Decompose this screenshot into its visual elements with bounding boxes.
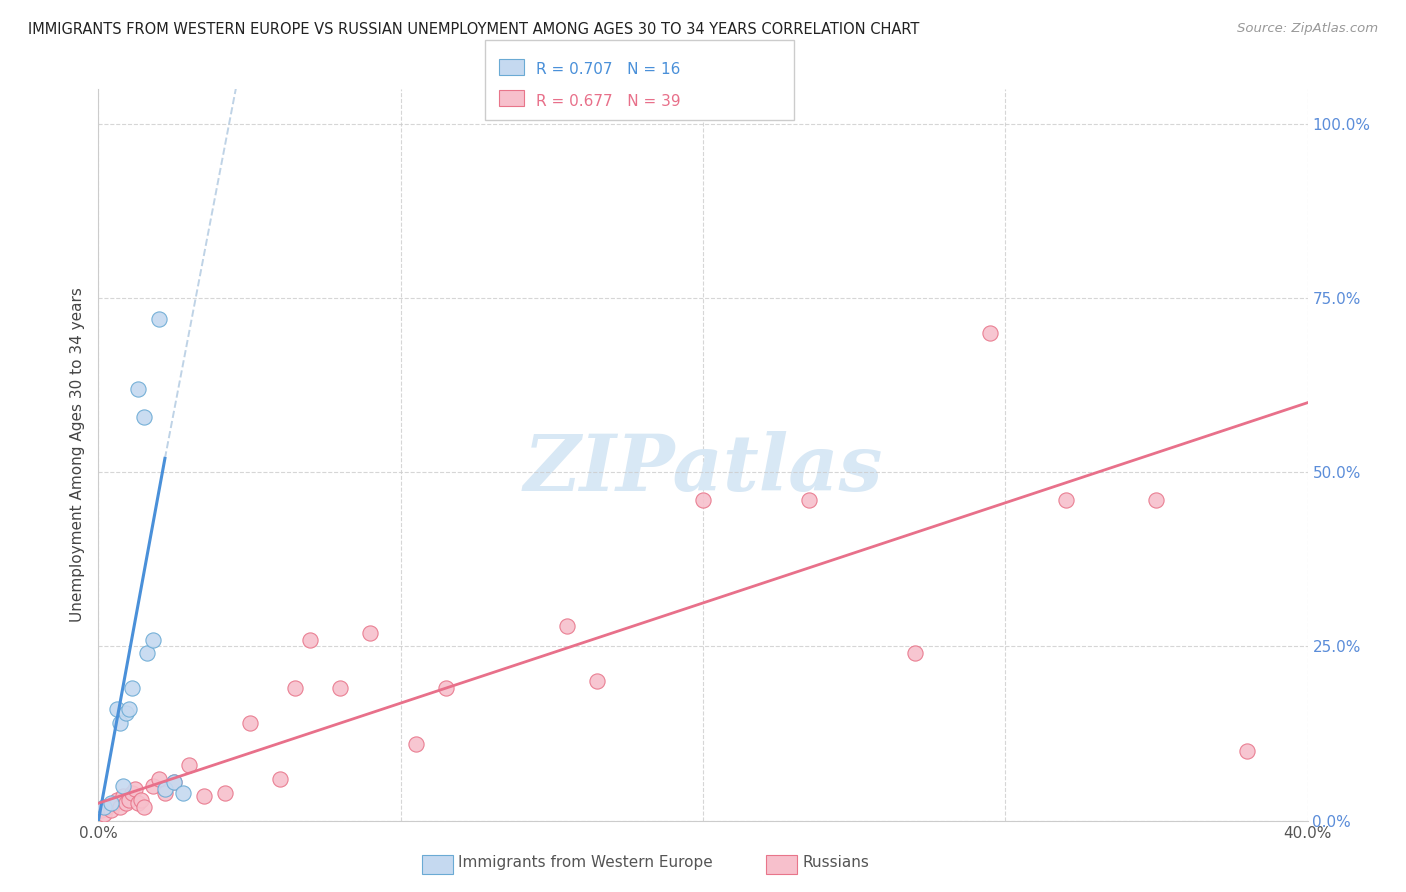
Point (93, 799, 115, 814)
Text: ZIPatlas: ZIPatlas (523, 432, 883, 508)
Point (132, 799, 155, 814)
Point (121, 786, 143, 800)
Point (129, 793, 152, 807)
Point (108, 799, 131, 814)
Text: Immigrants from Western Europe: Immigrants from Western Europe (458, 855, 713, 870)
Point (135, 647, 157, 661)
Point (100, 796, 122, 810)
Point (118, 702, 141, 716)
Point (979, 326, 1001, 340)
Point (153, 786, 176, 800)
Point (114, 706, 136, 720)
Point (284, 681, 307, 696)
Point (179, 758, 201, 772)
Point (124, 782, 146, 797)
Point (1236, 744, 1258, 758)
Text: Russians: Russians (803, 855, 870, 870)
Point (329, 681, 352, 696)
Text: Source: ZipAtlas.com: Source: ZipAtlas.com (1237, 22, 1378, 36)
Point (132, 409, 155, 424)
Point (105, 702, 128, 716)
Point (103, 796, 125, 810)
Point (153, 782, 176, 797)
Point (692, 493, 714, 508)
Point (96, 799, 118, 814)
Point (118, 793, 141, 807)
Point (163, 775, 186, 789)
Point (434, 681, 457, 696)
Point (114, 796, 136, 810)
Text: R = 0.707   N = 16: R = 0.707 N = 16 (536, 62, 681, 78)
Point (148, 772, 170, 786)
Point (193, 789, 215, 804)
Point (142, 632, 165, 647)
Point (100, 803, 122, 817)
Y-axis label: Unemployment Among Ages 30 to 34 years: Unemployment Among Ages 30 to 34 years (70, 287, 86, 623)
Point (904, 647, 927, 661)
Point (299, 632, 322, 647)
Point (90, 803, 112, 817)
Point (163, 775, 186, 789)
Point (360, 625, 382, 640)
Point (148, 312, 170, 326)
Point (111, 779, 134, 793)
Point (239, 716, 262, 731)
Point (555, 618, 578, 632)
Point (111, 789, 134, 804)
Point (127, 382, 149, 396)
Point (172, 786, 194, 800)
Point (214, 786, 236, 800)
Point (121, 681, 143, 696)
Text: R = 0.677   N = 39: R = 0.677 N = 39 (536, 94, 681, 109)
Point (405, 737, 427, 751)
Point (108, 716, 131, 731)
Point (1144, 493, 1167, 508)
Point (269, 772, 291, 786)
Point (93, 806, 115, 821)
Text: IMMIGRANTS FROM WESTERN EUROPE VS RUSSIAN UNEMPLOYMENT AMONG AGES 30 TO 34 YEARS: IMMIGRANTS FROM WESTERN EUROPE VS RUSSIA… (28, 22, 920, 37)
Point (127, 796, 149, 810)
Point (105, 793, 128, 807)
Point (1054, 493, 1077, 508)
Point (142, 779, 165, 793)
Point (797, 493, 820, 508)
Point (586, 674, 609, 689)
